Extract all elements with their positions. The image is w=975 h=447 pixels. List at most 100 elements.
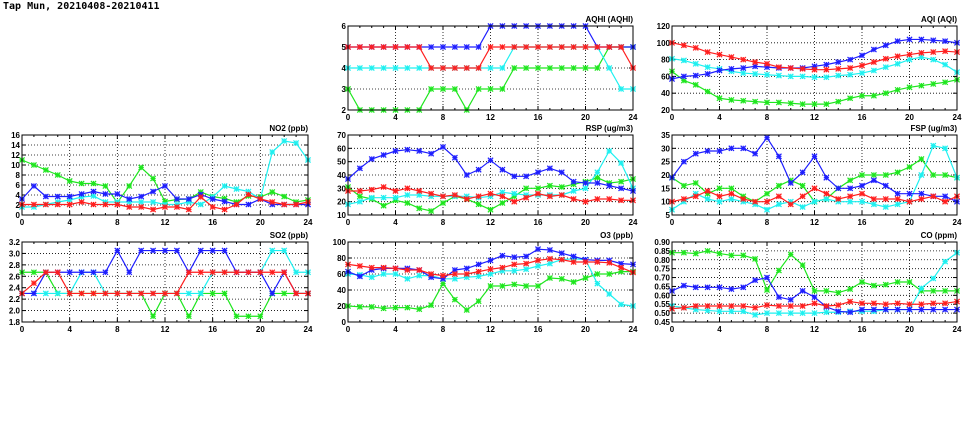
data-point	[704, 70, 711, 77]
x-tick-label: 16	[534, 325, 543, 334]
x-tick-label: 8	[441, 113, 446, 122]
data-point	[835, 98, 842, 105]
data-point	[511, 267, 518, 274]
data-point	[138, 247, 145, 254]
data-point	[740, 252, 747, 259]
data-point	[930, 37, 937, 44]
plot-frame	[671, 134, 958, 216]
data-point	[368, 186, 375, 193]
data-point	[404, 199, 411, 207]
data-point	[404, 146, 411, 153]
data-point	[499, 64, 506, 72]
data-point	[882, 90, 889, 97]
x-tick-label: 8	[115, 325, 120, 334]
data-point	[293, 290, 300, 297]
data-point	[680, 249, 687, 256]
series-cyan	[344, 255, 637, 310]
data-point	[30, 161, 37, 169]
data-point	[787, 73, 794, 80]
y-tick-label: 60	[337, 270, 346, 279]
data-point	[799, 73, 806, 80]
data-point	[692, 284, 699, 291]
data-point	[523, 253, 530, 260]
data-point	[570, 64, 577, 72]
data-point	[606, 270, 613, 278]
data-point	[197, 290, 204, 297]
data-point	[835, 185, 842, 192]
data-point	[858, 62, 866, 69]
data-point	[763, 302, 771, 309]
data-point	[606, 195, 613, 203]
data-point	[439, 272, 447, 279]
data-point	[392, 187, 399, 195]
data-point	[740, 70, 747, 77]
data-point	[823, 66, 830, 73]
data-point	[197, 193, 204, 201]
data-point	[161, 290, 169, 297]
data-point	[740, 302, 747, 310]
data-point	[209, 269, 216, 276]
data-point	[523, 173, 530, 180]
data-point	[416, 272, 423, 279]
data-point	[356, 303, 363, 310]
data-point	[392, 194, 399, 201]
data-point	[78, 290, 85, 297]
data-point	[704, 88, 711, 95]
data-point	[799, 302, 806, 310]
data-point	[269, 188, 276, 196]
data-point	[499, 166, 506, 173]
series-green	[344, 43, 637, 114]
data-point	[716, 67, 723, 74]
data-point	[906, 306, 913, 313]
data-point	[380, 64, 387, 72]
data-point	[439, 43, 447, 51]
data-point	[161, 203, 169, 211]
data-point	[763, 71, 771, 78]
data-point	[30, 280, 37, 287]
data-point	[475, 166, 482, 173]
chart-title: AQHI (AQHI)	[585, 15, 633, 24]
data-point	[835, 59, 842, 66]
data-point	[138, 290, 145, 297]
y-tick-label: 100	[333, 238, 347, 247]
data-point	[799, 310, 806, 317]
data-point	[90, 192, 97, 200]
data-point	[858, 278, 866, 286]
data-point	[918, 190, 925, 197]
series-red	[18, 191, 312, 213]
data-point	[775, 182, 782, 189]
y-tick-label: 2.8	[9, 261, 21, 270]
data-point	[763, 60, 771, 67]
data-point	[763, 206, 771, 213]
data-point	[704, 187, 711, 195]
data-point	[428, 270, 435, 278]
data-point	[511, 173, 518, 180]
x-tick-label: 16	[534, 218, 543, 227]
data-point	[811, 101, 818, 108]
data-point	[451, 64, 458, 72]
data-point	[511, 261, 518, 268]
data-point	[811, 185, 818, 192]
data-point	[558, 64, 565, 72]
data-point	[894, 190, 901, 197]
y-tick-label: 0.85	[654, 247, 670, 256]
data-point	[404, 185, 411, 192]
series-red	[344, 255, 637, 279]
data-point	[787, 251, 794, 258]
y-tick-label: 25	[661, 158, 670, 167]
data-point	[870, 177, 877, 184]
data-point	[775, 310, 782, 317]
data-point	[787, 100, 794, 107]
x-tick-label: 0	[670, 218, 675, 227]
data-point	[368, 264, 375, 271]
data-point	[894, 53, 901, 60]
data-point	[906, 56, 913, 63]
x-tick-label: 0	[346, 325, 351, 334]
data-point	[523, 260, 530, 267]
data-point	[918, 49, 925, 56]
plot-frame	[347, 25, 634, 111]
data-point	[775, 302, 782, 310]
data-point	[680, 304, 687, 311]
data-point	[752, 311, 759, 318]
